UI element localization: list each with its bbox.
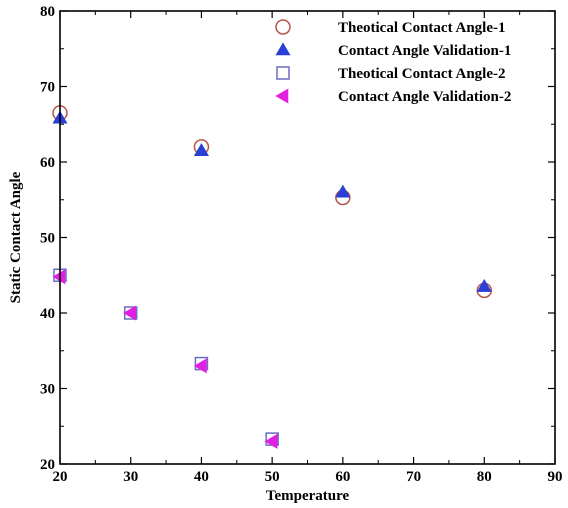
x-axis-title: Temperature xyxy=(266,488,350,504)
x-tick-label: 40 xyxy=(194,469,209,485)
y-tick-label: 80 xyxy=(40,4,55,20)
legend-marker xyxy=(275,88,289,104)
data-point xyxy=(476,278,492,292)
legend-label: Contact Angle Validation-1 xyxy=(338,43,511,59)
y-tick-label: 20 xyxy=(40,457,55,473)
legend-item-1: Theotical Contact Angle-1 xyxy=(275,19,505,36)
plot-frame xyxy=(59,10,556,465)
x-tick-label: 20 xyxy=(53,469,68,485)
legend-item-2: Contact Angle Validation-1 xyxy=(275,42,511,59)
data-point xyxy=(264,433,278,449)
legend-marker xyxy=(275,19,291,35)
x-tick-label: 30 xyxy=(123,469,138,485)
x-tick-label: 90 xyxy=(548,469,563,485)
legend-item-3: Theotical Contact Angle-2 xyxy=(276,66,505,82)
tick-labels: 20 30 40 50 60 70 80 90 20 30 40 50 60 70 80 xyxy=(40,4,563,485)
legend-marker xyxy=(276,66,290,80)
y-tick-label: 30 xyxy=(40,382,55,398)
legend-item-4: Contact Angle Validation-2 xyxy=(275,88,511,105)
data-point xyxy=(52,269,66,285)
legend-label: Theotical Contact Angle-2 xyxy=(338,66,505,82)
x-tick-label: 80 xyxy=(477,469,492,485)
legend-marker xyxy=(275,42,291,56)
y-tick-label: 40 xyxy=(40,306,55,322)
data-point xyxy=(193,143,209,156)
legend-label: Theotical Contact Angle-1 xyxy=(338,20,505,36)
y-tick-label: 60 xyxy=(40,155,55,171)
y-tick-label: 70 xyxy=(40,80,55,96)
data-point xyxy=(123,305,137,321)
y-axis-title: Static Contact Angle xyxy=(8,171,24,303)
data-markers xyxy=(52,105,493,449)
y-tick-label: 50 xyxy=(40,231,55,247)
series-4 xyxy=(52,269,278,449)
legend-label: Contact Angle Validation-2 xyxy=(338,89,511,105)
x-tick-label: 60 xyxy=(335,469,350,485)
series-2 xyxy=(52,110,492,292)
legend: Theotical Contact Angle-1 Contact Angle V… xyxy=(275,19,511,105)
x-tick-label: 50 xyxy=(265,469,280,485)
data-point xyxy=(335,184,351,198)
x-tick-label: 70 xyxy=(406,469,421,485)
data-point xyxy=(193,358,207,374)
